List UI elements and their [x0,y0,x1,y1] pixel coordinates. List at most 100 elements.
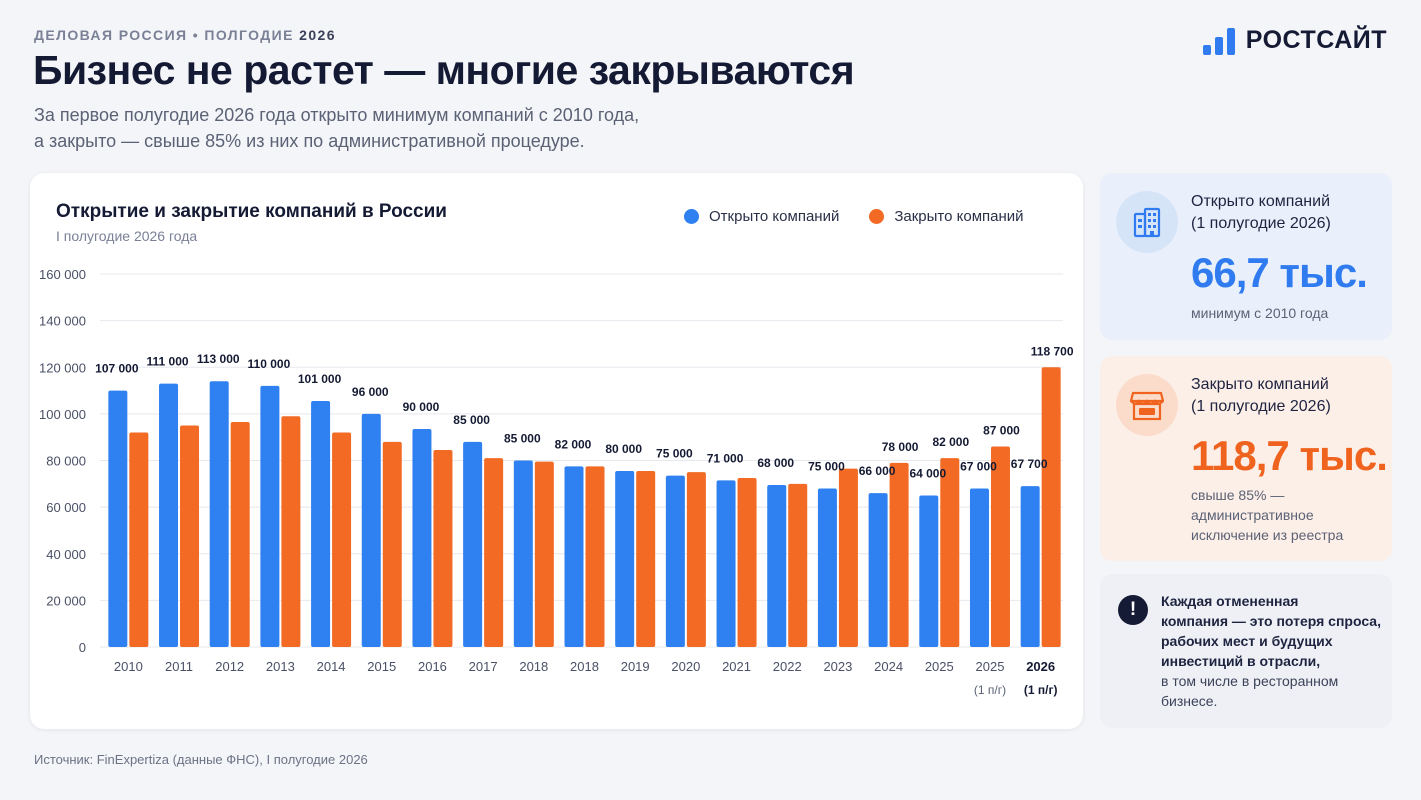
source-note: Источник: FinExpertiza (данные ФНС), I п… [34,752,368,767]
info-note-text: Каждая отмененная компания — это потеря … [1161,591,1383,711]
bar-closed [636,470,656,647]
bar-opened [159,383,179,647]
x-tick-label: 2012 [215,659,244,674]
x-tick-note: (1 п/г) [1024,683,1058,697]
x-tick-label: 2014 [317,659,346,674]
stat-opened-value: 66,7 тыс. [1191,249,1368,296]
bar-closed [788,483,808,647]
data-label-opened: 113 000 [197,352,240,366]
x-tick-label: 2022 [773,659,802,674]
chart-legend: Открыто компаний Закрыто компаний [684,208,1024,225]
office-building-icon [1116,191,1178,253]
subtitle-line-2: а закрыто — свыше 85% из них по админист… [34,131,585,151]
x-tick-label: 2024 [874,659,903,674]
bar-opened [919,495,939,647]
exclamation-icon: ! [1118,595,1148,625]
data-label-opened: 67 000 [960,459,997,473]
legend-swatch-closed [869,209,885,224]
kicker-main: ДЕЛОВАЯ РОССИЯ [34,27,188,43]
bar-chart-logo-icon [1202,27,1235,55]
data-label-opened: 68 000 [757,456,794,470]
legend-label-closed: Закрыто компаний [894,208,1024,225]
stat-closed-value: 118,7 тыс. [1191,432,1388,479]
bar-opened [361,413,381,647]
data-label-closed: 118 700 [1031,344,1074,358]
bar-opened [767,484,787,647]
kicker-year: 2026 [299,27,336,43]
legend-item-open[interactable]: Открыто компаний [684,208,839,225]
x-tick-label: 2026 [1026,659,1055,674]
data-label-opened: 71 000 [707,451,744,465]
y-tick-label: 60 000 [46,500,86,515]
x-tick-label: 2025 [925,659,954,674]
bar-opened [260,385,280,647]
x-tick-label: 2013 [266,659,295,674]
data-label-closed: 82 000 [932,435,969,449]
bar-closed [686,472,706,647]
x-tick-label: 2011 [165,659,193,674]
x-tick-label: 2016 [418,659,447,674]
stat-closed-label: Закрыто компаний (1 полугодие 2026) [1191,374,1381,418]
bar-opened [463,441,483,647]
note-line-3: рабочих мест и будущих [1161,633,1333,649]
y-tick-label: 100 000 [39,407,86,422]
x-tick-label: 2020 [671,659,700,674]
x-tick-note: (1 п/г) [974,683,1006,697]
data-label-opened: 90 000 [403,400,440,414]
chart-title: Открытие и закрытие компаний в России [56,201,447,222]
storefront-icon [1116,374,1178,436]
stat-card-closed: Закрыто компаний (1 полугодие 2026) 118,… [1100,356,1392,561]
x-tick-label: 2021 [722,659,751,674]
bar-closed [838,468,858,647]
chart-subtitle: I полугодие 2026 года [56,228,198,244]
note-line-2: компания — это потеря спроса, [1161,613,1381,629]
bar-closed [180,425,200,647]
bar-closed [281,416,301,647]
legend-item-closed[interactable]: Закрыто компаний [869,208,1024,225]
y-tick-label: 40 000 [46,547,86,562]
note-line-1: Каждая отмененная [1161,593,1299,609]
note-line-6: бизнесе. [1161,693,1218,709]
data-label-opened: 67 700 [1011,457,1048,471]
bar-opened [564,466,584,647]
page-subtitle: За первое полугодие 2026 года открыто ми… [34,102,734,154]
bar-opened [665,475,685,647]
data-label-opened: 85 000 [504,432,541,446]
x-tick-label: 2010 [114,659,143,674]
bar-chart: 0 20 000 40 000 60 000 80 000 100 000 120 000 1… [39,267,1074,697]
stat-closed-note-line-3: исключение из реестра [1191,527,1344,543]
stat-closed-note-line-2: административное [1191,507,1314,523]
legend-swatch-open [684,209,699,224]
note-line-4: инвестиций в отрасли, [1161,653,1321,669]
bar-opened [108,390,128,647]
stat-opened-note: минимум с 2010 года [1191,305,1329,321]
stat-closed-label-line-1: Закрыто компаний [1191,376,1329,393]
stat-opened-label-line-2: (1 полугодие 2026) [1191,215,1331,232]
bar-opened [311,401,331,647]
brand-logo[interactable]: РОСТСАЙТ [1202,26,1387,55]
data-label-opened: 96 000 [352,385,389,399]
bar-closed [129,432,149,647]
y-tick-label: 0 [79,640,86,655]
bar-closed [332,432,352,647]
bar-opened [209,381,229,647]
y-tick-label: 140 000 [39,314,86,329]
data-label-opened: 80 000 [605,442,642,456]
data-label-opened: 101 000 [298,372,342,386]
data-label-opened: 82 000 [555,437,592,451]
data-label-opened: 75 000 [808,459,845,473]
bar-closed [433,450,453,647]
y-tick-label: 20 000 [46,593,86,608]
data-label-closed: 78 000 [882,440,919,454]
bar-opened [412,429,432,647]
header-kicker: ДЕЛОВАЯ РОССИЯ • ПОЛГОДИЕ 2026 [34,27,336,43]
bar-closed [534,461,554,647]
stat-closed-note: свыше 85% — административное исключение … [1191,485,1381,545]
stat-closed-note-line-1: свыше 85% — [1191,487,1285,503]
bar-closed [382,441,402,647]
bar-opened [1020,486,1040,647]
y-tick-label: 160 000 [39,267,86,282]
y-tick-label: 120 000 [39,360,86,375]
x-tick-label: 2023 [823,659,852,674]
stat-card-opened: Открыто компаний (1 полугодие 2026) 66,7… [1100,173,1392,340]
